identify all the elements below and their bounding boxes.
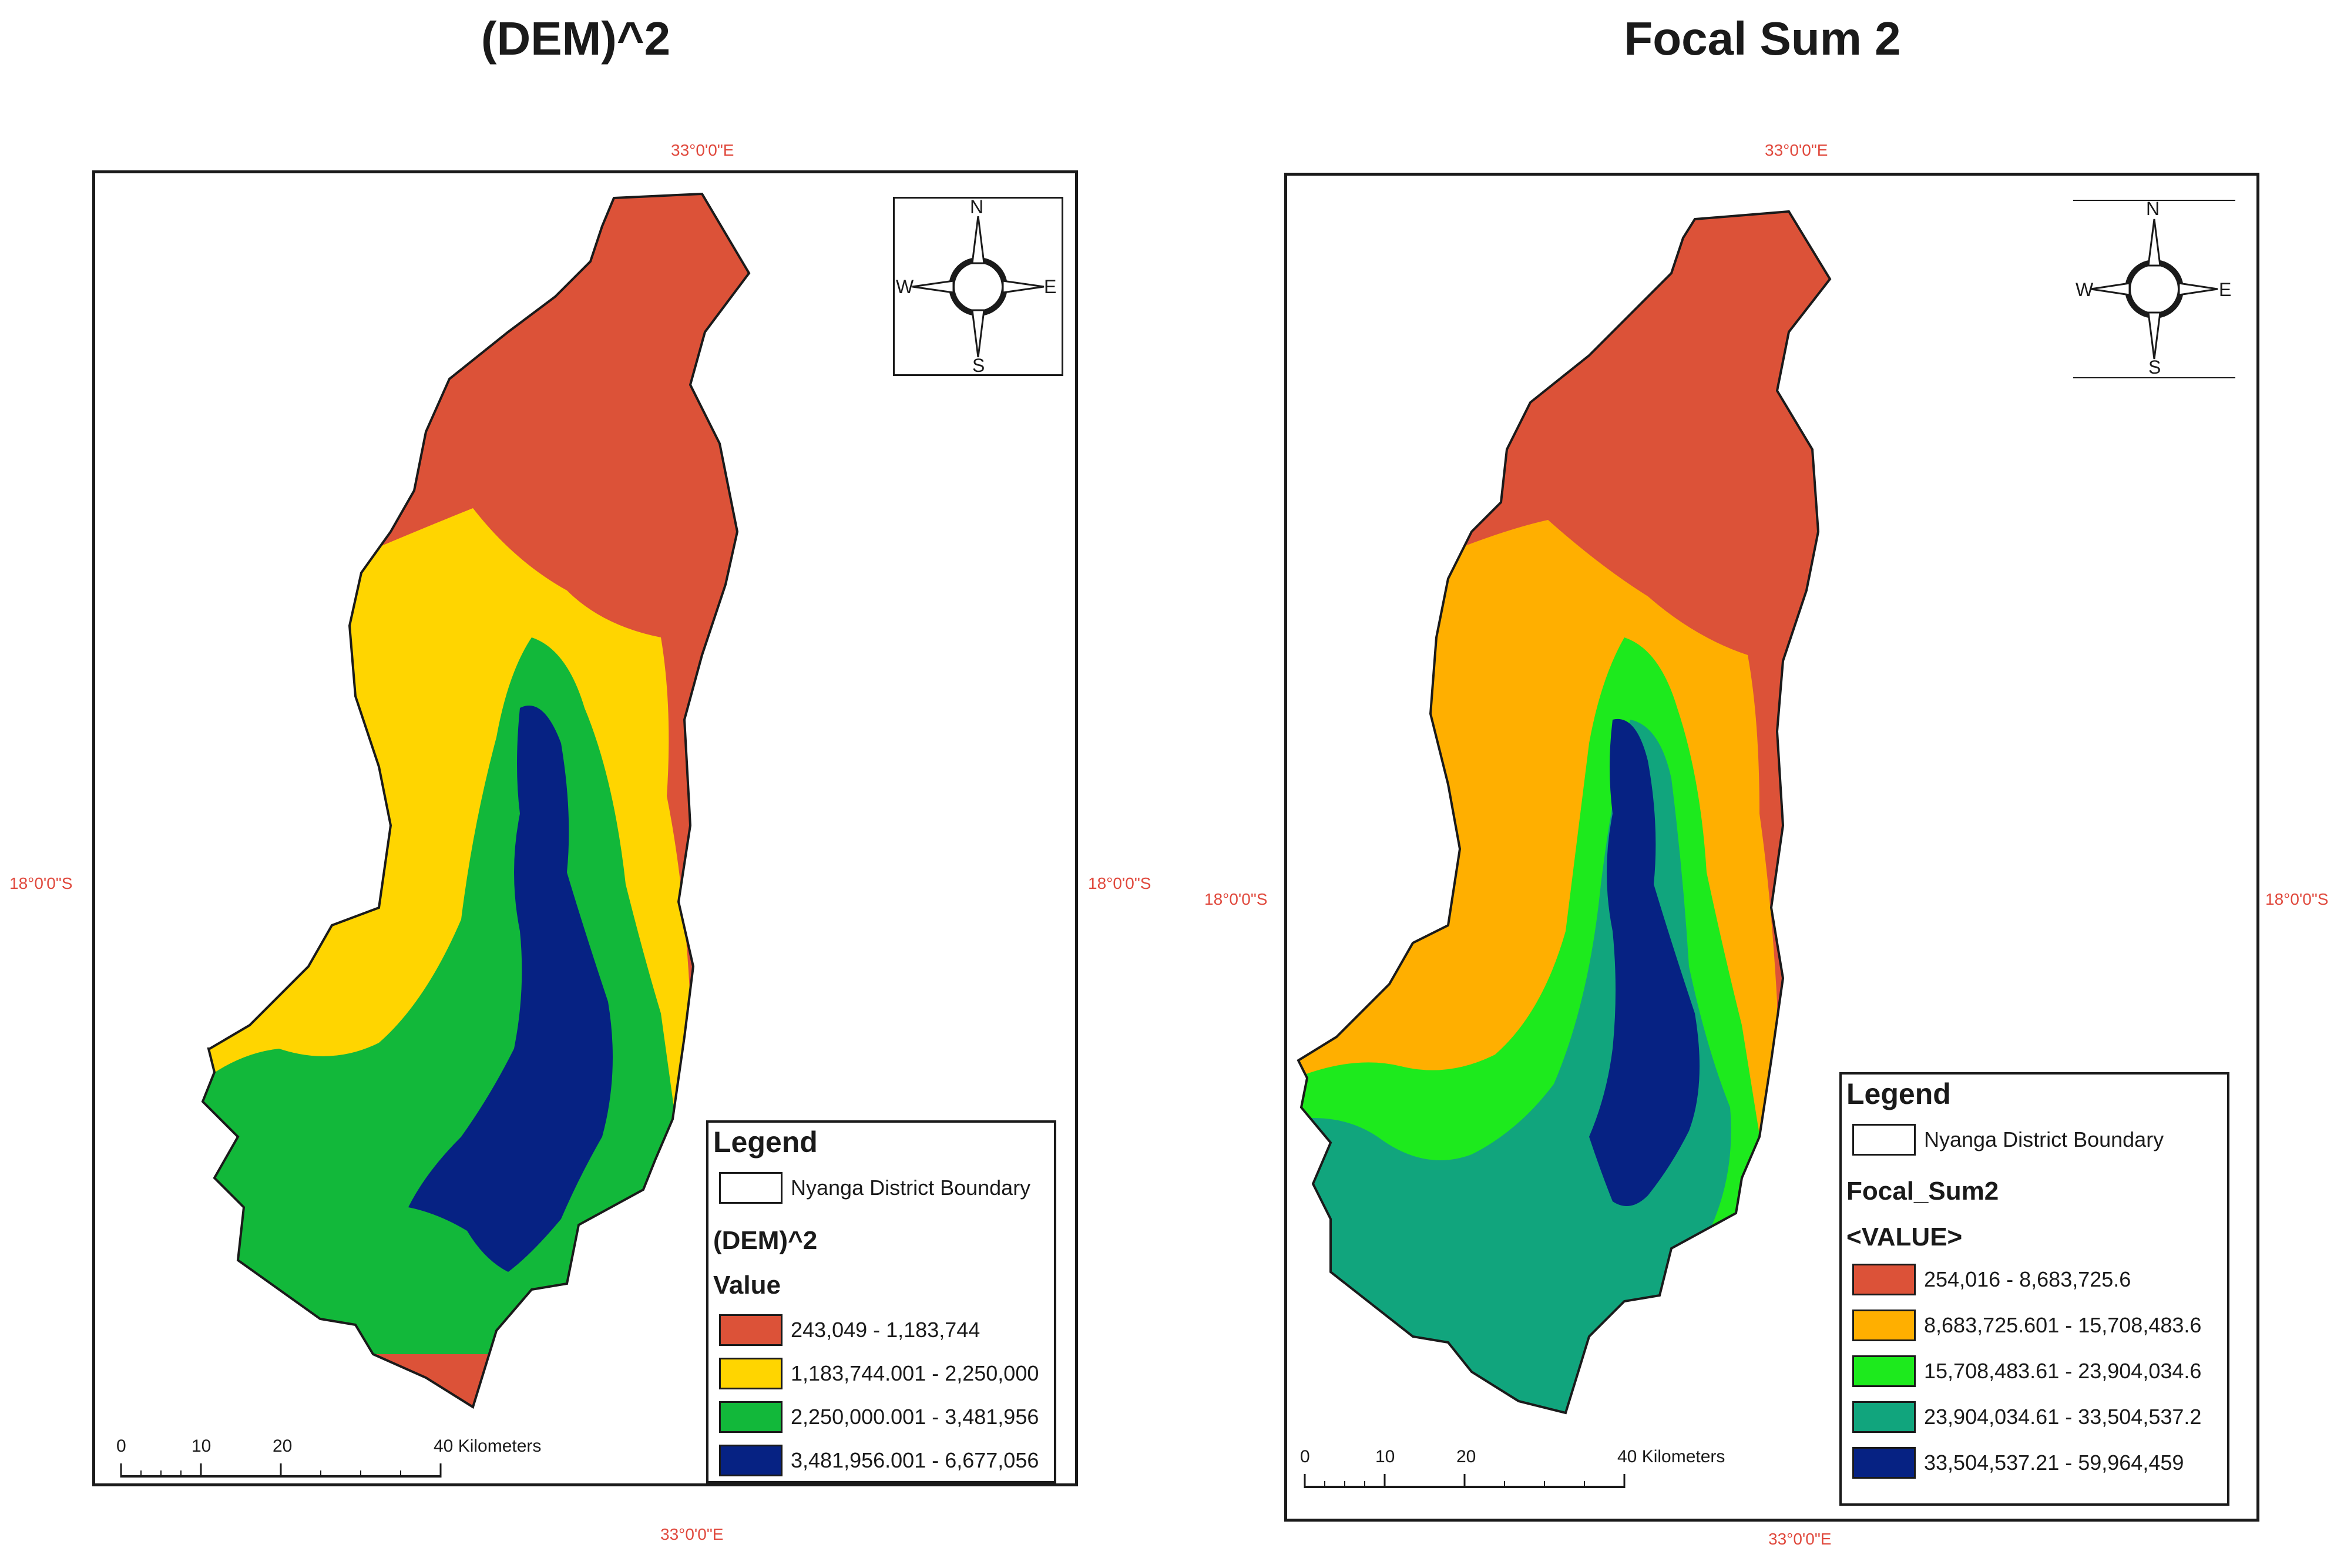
legend-boundary-label: Nyanga District Boundary [791, 1176, 1031, 1200]
legend-class-row: 2,250,000.001 - 3,481,956 [719, 1399, 1039, 1435]
coord-top-left-map: 33°0'0"E [671, 141, 734, 159]
legend-class-row: 23,904,034.61 - 33,504,537.2 [1852, 1399, 2201, 1435]
coord-east-left-map: 18°0'0"S [1088, 874, 1151, 892]
scale-label: 20 [273, 1436, 293, 1456]
coord-bottom-right-map: 33°0'0"E [1768, 1530, 1832, 1548]
legend-field-name: Value [713, 1271, 781, 1300]
boundary-swatch [719, 1172, 783, 1204]
legend-class-row: 8,683,725.601 - 15,708,483.6 [1852, 1307, 2201, 1344]
legend-swatch [1852, 1401, 1916, 1433]
scale-bar-graphic [1304, 1474, 1626, 1488]
legend-boundary-label: Nyanga District Boundary [1924, 1127, 2164, 1151]
legend-swatch [719, 1401, 783, 1433]
legend-class-label: 243,049 - 1,183,744 [791, 1318, 980, 1342]
legend-class-label: 1,183,744.001 - 2,250,000 [791, 1361, 1039, 1385]
compass-w-label: W [2076, 279, 2094, 300]
legend-boundary-row: Nyanga District Boundary [719, 1170, 1030, 1206]
legend-swatch [1852, 1310, 1916, 1341]
compass-e-label: E [1044, 276, 1057, 297]
legend-focal-sum: Legend Nyanga District Boundary Focal_Su… [1839, 1072, 2229, 1506]
legend-class-row: 243,049 - 1,183,744 [719, 1312, 980, 1348]
coord-bottom-left-map: 33°0'0"E [660, 1525, 724, 1543]
map-title-dem2: (DEM)^2 [481, 12, 671, 65]
map-title-focal-sum: Focal Sum 2 [1624, 12, 1901, 65]
coord-east-right-map: 18°0'0"S [2265, 890, 2329, 908]
legend-field-name: <VALUE> [1846, 1223, 1963, 1251]
scale-label: 10 [1375, 1447, 1395, 1466]
legend-swatch [719, 1358, 783, 1389]
coord-west-left-map: 18°0'0"S [9, 874, 73, 892]
legend-class-label: 23,904,034.61 - 33,504,537.2 [1924, 1405, 2202, 1429]
boundary-swatch [1852, 1124, 1916, 1156]
legend-layer-name: Focal_Sum2 [1846, 1177, 1999, 1206]
scale-bar-dem2: 0 10 20 40 Kilometers [116, 1436, 541, 1483]
legend-swatch [1852, 1264, 1916, 1295]
scale-bar-focal-sum: 0 10 20 40 Kilometers [1300, 1447, 1725, 1494]
legend-title: Legend [713, 1126, 818, 1159]
compass-s-label: S [2148, 357, 2161, 378]
legend-swatch [1852, 1447, 1916, 1479]
legend-class-label: 3,481,956.001 - 6,677,056 [791, 1448, 1039, 1472]
legend-class-row: 254,016 - 8,683,725.6 [1852, 1261, 2131, 1298]
compass-n-label: N [2146, 198, 2160, 219]
scale-label: 40 Kilometers [434, 1436, 542, 1456]
legend-class-row: 3,481,956.001 - 6,677,056 [719, 1442, 1039, 1479]
legend-swatch [719, 1445, 783, 1476]
north-arrow-box: N S E W [893, 196, 1063, 376]
scale-label: 10 [192, 1436, 211, 1456]
legend-class-row: 15,708,483.61 - 23,904,034.6 [1852, 1353, 2201, 1389]
scale-label: 40 Kilometers [1617, 1447, 1725, 1466]
scale-label: 0 [116, 1436, 126, 1456]
legend-class-label: 33,504,537.21 - 59,964,459 [1924, 1451, 2184, 1475]
compass-rose-icon [912, 216, 1045, 358]
legend-class-row: 1,183,744.001 - 2,250,000 [719, 1355, 1039, 1392]
legend-dem2: Legend Nyanga District Boundary (DEM)^2 … [706, 1120, 1056, 1483]
legend-title: Legend [1846, 1077, 1951, 1110]
scale-bar-graphic [120, 1463, 442, 1478]
legend-swatch [719, 1314, 783, 1346]
legend-class-row: 33,504,537.21 - 59,964,459 [1852, 1445, 2184, 1481]
compass-e-label: E [2219, 279, 2232, 300]
legend-class-label: 15,708,483.61 - 23,904,034.6 [1924, 1359, 2202, 1383]
legend-layer-name: (DEM)^2 [713, 1226, 818, 1255]
district-map-dem2 [201, 192, 751, 1409]
legend-class-label: 254,016 - 8,683,725.6 [1924, 1267, 2131, 1291]
compass-n-label: N [970, 196, 984, 217]
legend-class-label: 8,683,725.601 - 15,708,483.6 [1924, 1313, 2202, 1337]
legend-swatch [1852, 1355, 1916, 1387]
scale-label: 0 [1300, 1447, 1310, 1466]
scale-label: 20 [1456, 1447, 1476, 1466]
compass-s-label: S [972, 355, 985, 376]
legend-boundary-row: Nyanga District Boundary [1852, 1122, 2164, 1158]
legend-class-label: 2,250,000.001 - 3,481,956 [791, 1405, 1039, 1429]
coord-west-right-map: 18°0'0"S [1204, 890, 1268, 908]
map-frame-focal-sum: N S E W Legend Nyanga District Boundary … [1284, 173, 2259, 1522]
district-map-focal-sum [1297, 210, 1832, 1415]
compass-rose-icon [2073, 200, 2235, 378]
compass-w-label: W [896, 276, 914, 297]
north-arrow-box: N S E W [2073, 198, 2235, 380]
map-frame-dem2: N S E W Legend Nyanga District Boundary … [92, 170, 1078, 1486]
coord-top-right-map: 33°0'0"E [1765, 141, 1828, 159]
